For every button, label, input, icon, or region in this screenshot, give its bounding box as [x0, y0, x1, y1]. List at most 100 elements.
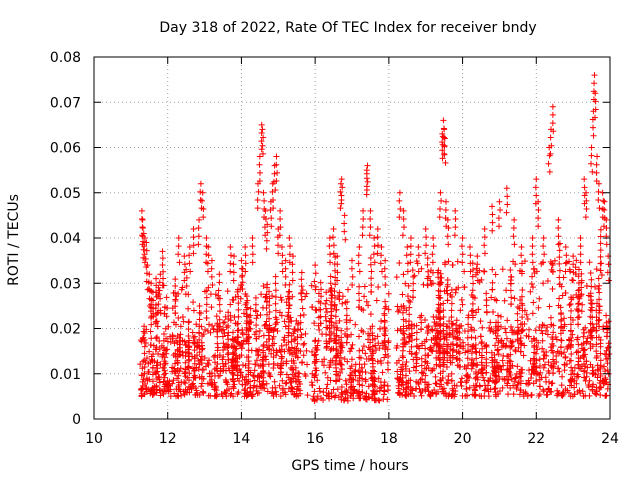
data-point: [238, 265, 245, 272]
data-point: [459, 301, 466, 308]
y-tick-label: 0.07: [50, 95, 81, 111]
data-point: [384, 346, 391, 353]
data-point: [282, 380, 289, 387]
data-point: [328, 329, 335, 336]
data-point: [190, 299, 197, 306]
data-point: [298, 334, 305, 341]
data-point: [216, 301, 223, 308]
data-point: [440, 307, 447, 314]
data-point: [396, 214, 403, 221]
data-point: [153, 275, 160, 282]
data-point: [355, 393, 362, 400]
data-point: [536, 356, 543, 363]
data-point: [495, 339, 502, 346]
data-point: [192, 385, 199, 392]
data-point: [439, 374, 446, 381]
data-point: [448, 287, 455, 294]
data-point: [356, 381, 363, 388]
data-point: [492, 271, 499, 278]
data-point: [337, 361, 344, 368]
data-point: [407, 251, 414, 258]
data-point: [278, 342, 285, 349]
data-point: [260, 378, 267, 385]
data-point: [169, 305, 176, 312]
data-point: [243, 376, 250, 383]
data-point: [496, 387, 503, 394]
data-point: [583, 282, 590, 289]
data-point: [220, 326, 227, 333]
data-point: [501, 297, 508, 304]
data-point: [413, 336, 420, 343]
data-point: [561, 349, 568, 356]
data-point: [451, 393, 458, 400]
data-point: [573, 291, 580, 298]
data-point: [157, 295, 164, 302]
data-point: [595, 317, 602, 324]
data-point: [545, 386, 552, 393]
data-point: [482, 386, 489, 393]
data-point: [175, 243, 182, 250]
data-point: [558, 316, 565, 323]
data-point: [362, 396, 369, 403]
data-point: [213, 313, 220, 320]
data-point: [238, 345, 245, 352]
data-point: [177, 331, 184, 338]
data-point: [262, 321, 269, 328]
data-point: [205, 252, 212, 259]
data-point: [220, 340, 227, 347]
data-point: [477, 333, 484, 340]
data-point: [399, 352, 406, 359]
data-point: [578, 277, 585, 284]
data-point: [272, 280, 279, 287]
data-point: [215, 287, 222, 294]
data-point: [553, 359, 560, 366]
data-point: [491, 352, 498, 359]
data-point: [439, 139, 446, 146]
data-point: [157, 392, 164, 399]
data-point: [328, 295, 335, 302]
data-point: [260, 189, 267, 196]
data-point: [211, 379, 218, 386]
data-point: [337, 205, 344, 212]
data-point: [442, 159, 449, 166]
data-point: [442, 198, 449, 205]
data-point: [606, 350, 613, 357]
data-point: [337, 369, 344, 376]
data-point: [180, 318, 187, 325]
data-point: [456, 350, 463, 357]
data-point: [550, 342, 557, 349]
chart-title: Day 318 of 2022, Rate Of TEC Index for r…: [159, 20, 536, 36]
data-point: [260, 304, 267, 311]
data-point: [451, 382, 458, 389]
data-point: [519, 314, 526, 321]
data-point: [273, 349, 280, 356]
data-point: [495, 351, 502, 358]
data-point: [410, 364, 417, 371]
data-point: [154, 334, 161, 341]
data-point: [175, 235, 182, 241]
data-point: [588, 297, 595, 304]
data-point: [153, 335, 160, 342]
data-point: [369, 395, 376, 402]
data-point: [469, 273, 476, 280]
data-point: [406, 333, 413, 340]
data-point: [204, 380, 211, 387]
data-point: [229, 296, 236, 303]
data-point: [441, 143, 448, 150]
data-point: [252, 294, 259, 301]
data-point: [370, 387, 377, 394]
data-point: [187, 384, 194, 391]
data-point: [233, 345, 240, 352]
data-point: [234, 320, 241, 327]
data-point: [238, 273, 245, 280]
data-point: [262, 207, 269, 214]
data-point: [577, 235, 584, 241]
data-point: [273, 177, 280, 184]
data-point: [417, 326, 424, 333]
data-point: [585, 328, 592, 335]
data-point: [506, 357, 513, 364]
data-point: [269, 384, 276, 391]
data-point: [562, 260, 569, 267]
data-point: [138, 207, 145, 214]
data-point: [433, 361, 440, 368]
